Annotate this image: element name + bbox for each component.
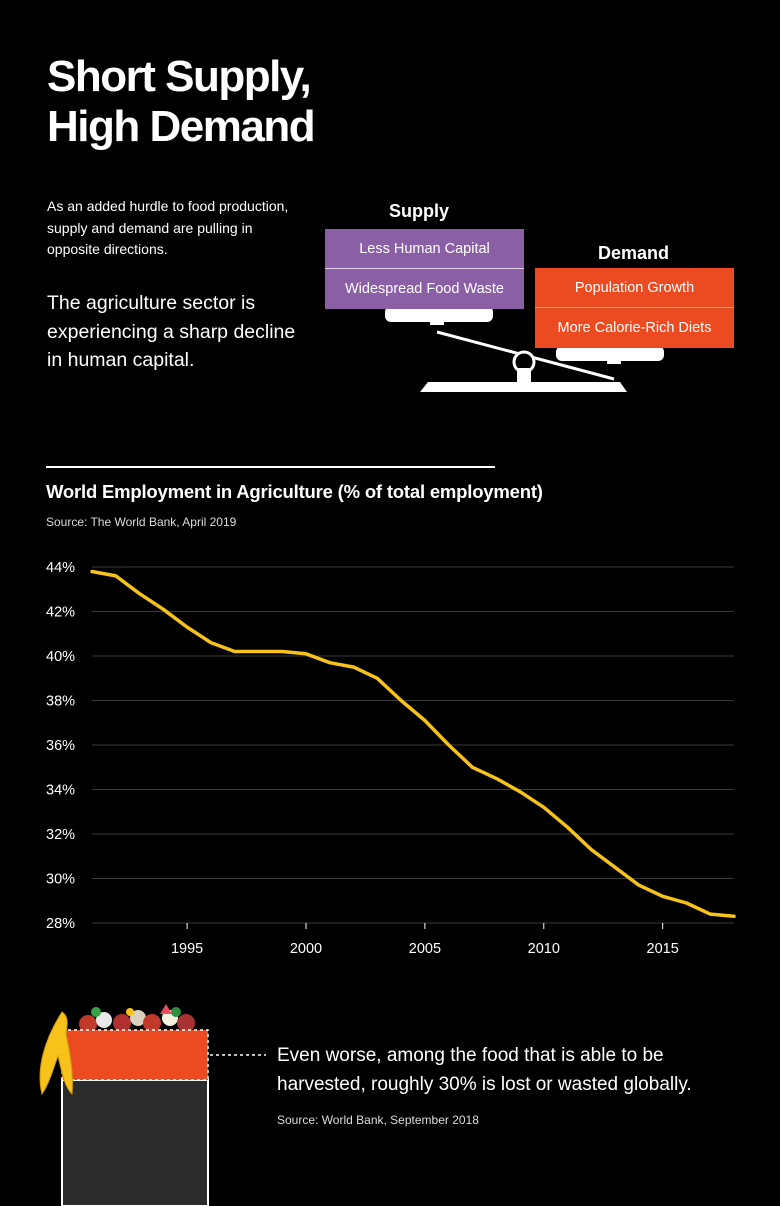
banana-peel-icon: [39, 1011, 73, 1096]
demand-divider: [535, 307, 734, 308]
waste-statement: Even worse, among the food that is able …: [277, 1045, 692, 1095]
x-tick-label: 2005: [409, 941, 441, 957]
demand-pan-stem: [607, 360, 621, 364]
waste-source: Source: World Bank, September 2018: [277, 1113, 479, 1127]
x-tick-label: 1995: [171, 941, 203, 957]
waste-bin-illustration: [39, 1004, 266, 1206]
y-tick-label: 44%: [46, 560, 75, 576]
employment-line-chart: 44% 42% 40% 38% 36% 34% 32% 30% 28% 1995 2000 2005 2…: [46, 560, 736, 957]
supply-pan: [385, 306, 493, 322]
scale-base: [420, 382, 627, 392]
scale-illustration: [385, 306, 664, 392]
bin-waste-band: [62, 1030, 208, 1080]
y-tick-label: 30%: [46, 872, 75, 888]
x-tick-label: 2015: [647, 941, 679, 957]
x-tick-label: 2000: [290, 941, 322, 957]
supply-item-1: Less Human Capital: [325, 229, 524, 268]
section-divider: [46, 466, 495, 468]
chart-source: Source: The World Bank, April 2019: [46, 515, 237, 529]
y-tick-label: 42%: [46, 605, 75, 621]
intro-text-large: The agriculture sector is experiencing a…: [47, 292, 296, 371]
chart-title: World Employment in Agriculture (% of to…: [46, 481, 543, 502]
x-tick-label: 2010: [528, 941, 560, 957]
supply-label: Supply: [389, 201, 450, 221]
y-tick-label: 32%: [46, 827, 75, 843]
food-pile-icon: [79, 1004, 195, 1033]
y-tick-label: 38%: [46, 694, 75, 710]
page-title: Short Supply, High Demand: [47, 52, 316, 152]
demand-item-2: More Calorie-Rich Diets: [535, 308, 734, 348]
title-line-1: Short Supply,: [47, 52, 312, 101]
scale-post: [517, 368, 531, 382]
demand-pan: [556, 346, 664, 361]
bin-body: [61, 1079, 209, 1206]
supply-pan-stem: [430, 321, 444, 325]
y-tick-label: 36%: [46, 738, 75, 754]
y-tick-label: 28%: [46, 916, 75, 932]
demand-item-1: Population Growth: [535, 268, 734, 307]
y-tick-label: 40%: [46, 649, 75, 665]
y-tick-label: 34%: [46, 783, 75, 799]
supply-item-2: Widespread Food Waste: [325, 269, 524, 309]
supply-divider: [325, 268, 524, 269]
demand-label: Demand: [598, 243, 670, 263]
intro-text-small: As an added hurdle to food production, s…: [47, 198, 289, 257]
agriculture-employment-line: [90, 569, 736, 919]
title-line-2: High Demand: [47, 102, 316, 151]
